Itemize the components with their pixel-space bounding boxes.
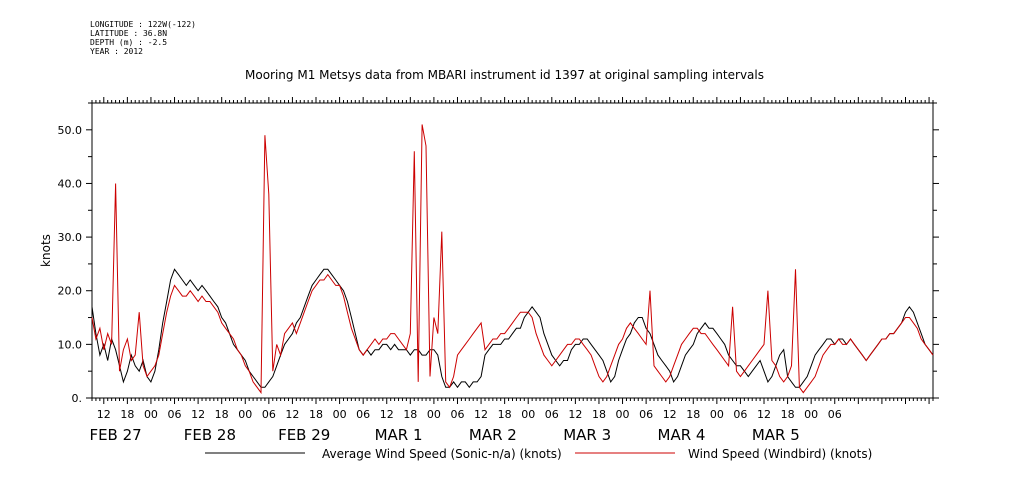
hour-tick-label: 12 <box>191 408 205 421</box>
y-tick-label: 20.0 <box>58 285 83 298</box>
day-label: MAR 5 <box>752 426 800 444</box>
hour-tick-label: 12 <box>757 408 771 421</box>
legend-label: Average Wind Speed (Sonic-n/a) (knots) <box>322 447 562 461</box>
hour-tick-label: 12 <box>474 408 488 421</box>
axes-group <box>86 97 939 404</box>
day-label: MAR 3 <box>563 426 611 444</box>
hour-tick-label: 18 <box>215 408 229 421</box>
hour-tick-label: 06 <box>168 408 182 421</box>
hour-tick-label: 00 <box>333 408 347 421</box>
hour-tick-label: 06 <box>450 408 464 421</box>
hour-tick-label: 12 <box>97 408 111 421</box>
depth-text: DEPTH (m) : -2.5 <box>90 38 168 47</box>
metadata-block: LONGITUDE : 122W(-122) LATITUDE : 36.8N … <box>90 20 196 56</box>
hour-tick-label: 18 <box>498 408 512 421</box>
day-label: MAR 4 <box>658 426 706 444</box>
y-tick-label: 10.0 <box>58 338 83 351</box>
hour-tick-label: 12 <box>285 408 299 421</box>
day-label: MAR 1 <box>375 426 423 444</box>
y-tick-label: 50.0 <box>58 124 83 137</box>
y-tick-label: 40.0 <box>58 177 83 190</box>
hour-tick-label: 18 <box>403 408 417 421</box>
day-label: FEB 27 <box>89 426 141 444</box>
hour-tick-label: 18 <box>120 408 134 421</box>
hour-tick-label: 18 <box>686 408 700 421</box>
legend-label: Wind Speed (Windbird) (knots) <box>688 447 872 461</box>
hour-tick-label: 06 <box>828 408 842 421</box>
hour-tick-label: 06 <box>639 408 653 421</box>
hour-tick-label: 00 <box>804 408 818 421</box>
day-label: FEB 28 <box>184 426 236 444</box>
hour-tick-label: 18 <box>309 408 323 421</box>
hour-tick-label: 00 <box>238 408 252 421</box>
hour-tick-label: 06 <box>733 408 747 421</box>
labels-layer: 0. 10.0 20.0 30.0 40.0 50.0 knots 12 18 00 06 12 18 0… <box>39 124 842 444</box>
hour-tick-label: 12 <box>663 408 677 421</box>
hour-tick-label: 12 <box>380 408 394 421</box>
y-axis-label: knots <box>39 234 53 267</box>
longitude-text: LONGITUDE : 122W(-122) <box>90 20 196 29</box>
hour-tick-label: 00 <box>710 408 724 421</box>
day-label: FEB 29 <box>278 426 330 444</box>
legend: Average Wind Speed (Sonic-n/a) (knots) Wi… <box>205 447 872 461</box>
hour-tick-label: 00 <box>616 408 630 421</box>
chart-title: Mooring M1 Metsys data from MBARI instru… <box>245 68 764 82</box>
day-label: MAR 2 <box>469 426 517 444</box>
y-tick-label: 0. <box>72 392 83 405</box>
hour-tick-label: 18 <box>592 408 606 421</box>
hour-tick-label: 06 <box>262 408 276 421</box>
series-line-average-wind <box>91 268 934 389</box>
latitude-text: LATITUDE : 36.8N <box>90 29 168 38</box>
hour-tick-label: 06 <box>356 408 370 421</box>
hour-tick-label: 06 <box>545 408 559 421</box>
y-tick-label: 30.0 <box>58 231 83 244</box>
hour-tick-label: 12 <box>568 408 582 421</box>
hour-tick-label: 00 <box>521 408 535 421</box>
series-line-windbird <box>91 124 934 395</box>
plot-frame <box>91 102 934 399</box>
hour-tick-label: 00 <box>427 408 441 421</box>
series-layer <box>91 124 934 395</box>
hour-tick-label: 00 <box>144 408 158 421</box>
year-text: YEAR : 2012 <box>90 47 143 56</box>
hour-tick-label: 18 <box>781 408 795 421</box>
